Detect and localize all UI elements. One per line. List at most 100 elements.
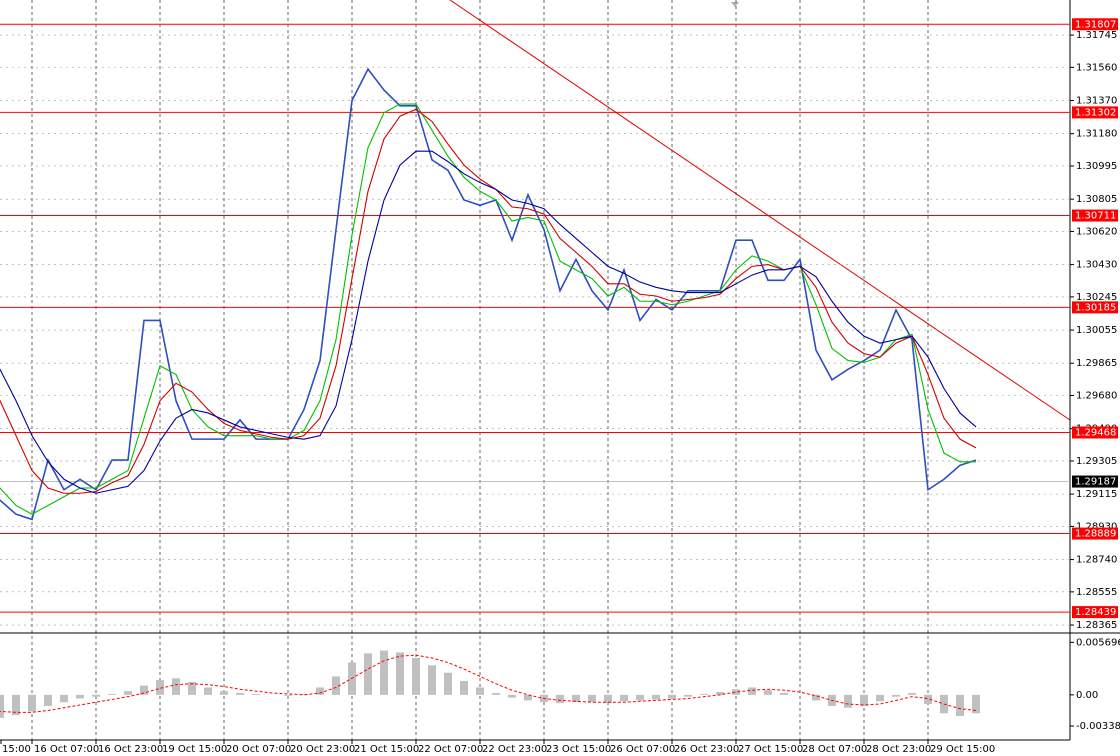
histogram-bar bbox=[332, 676, 340, 695]
level-label: 1.31807 bbox=[1075, 19, 1116, 30]
histogram-bar bbox=[748, 687, 756, 695]
y-tick-label: 1.31180 bbox=[1076, 129, 1117, 140]
moving-average-line bbox=[0, 150, 977, 494]
y-tick-label: 1.30430 bbox=[1076, 260, 1117, 271]
histogram-bar bbox=[204, 687, 212, 695]
histogram-bar bbox=[780, 692, 788, 695]
histogram-bar bbox=[860, 694, 868, 706]
histogram-bar bbox=[172, 678, 180, 695]
x-tick-label: 19 Oct 15:00 bbox=[162, 744, 227, 755]
histogram-bar bbox=[28, 694, 36, 712]
last-price-box bbox=[1072, 475, 1118, 488]
histogram-bar bbox=[300, 693, 308, 695]
y-tick-label: 1.28930 bbox=[1076, 521, 1117, 532]
histogram-bar bbox=[108, 693, 116, 695]
histogram-bar bbox=[700, 693, 708, 695]
last-price-label: 1.29187 bbox=[1075, 477, 1116, 488]
shift-marker bbox=[731, 2, 739, 7]
level-label: 1.30711 bbox=[1075, 211, 1116, 222]
x-tick-label: 27 Oct 15:00 bbox=[738, 744, 803, 755]
y-tick-label: 1.30805 bbox=[1076, 194, 1117, 205]
histogram-bar bbox=[364, 653, 372, 695]
level-label: 1.29468 bbox=[1075, 428, 1116, 439]
histogram-bar bbox=[476, 687, 484, 695]
indicator-area bbox=[0, 650, 980, 718]
histogram-bar bbox=[668, 694, 676, 699]
level-label-box bbox=[1072, 18, 1118, 31]
y-tick-label: 1.30995 bbox=[1076, 161, 1117, 172]
y-tick-label: 1.30620 bbox=[1076, 226, 1117, 237]
x-tick-label: 28 Oct 23:00 bbox=[866, 744, 931, 755]
moving-average-line bbox=[0, 103, 976, 515]
price-line bbox=[0, 67, 977, 521]
histogram-bar bbox=[636, 694, 644, 701]
histogram-bar bbox=[76, 694, 84, 699]
x-tick-label: 20 Oct 23:00 bbox=[290, 744, 355, 755]
x-tick-label: 16 Oct 07:00 bbox=[34, 744, 99, 755]
x-tick-label: 29 Oct 15:00 bbox=[930, 744, 995, 755]
histogram-bar bbox=[892, 694, 900, 697]
x-tick-label: 23 Oct 15:00 bbox=[546, 744, 611, 755]
histogram-bar bbox=[284, 694, 292, 696]
histogram-bar bbox=[716, 692, 724, 695]
histogram-bar bbox=[972, 694, 980, 714]
histogram-bar bbox=[556, 694, 564, 704]
histogram-bar bbox=[924, 694, 932, 705]
histogram-bar bbox=[44, 694, 52, 706]
level-label-box bbox=[1072, 606, 1118, 619]
y-tick-label: 1.29680 bbox=[1076, 391, 1117, 402]
histogram-bar bbox=[572, 694, 580, 703]
x-tick-label: 28 Oct 07:00 bbox=[802, 744, 867, 755]
histogram-bar bbox=[604, 694, 612, 704]
histogram-bar bbox=[732, 689, 740, 695]
x-tick-label: 16 Oct 23:00 bbox=[98, 744, 163, 755]
histogram-bar bbox=[524, 694, 532, 701]
trend-line bbox=[449, 0, 1071, 421]
histogram-bar bbox=[652, 694, 660, 700]
x-tick-label: 26 Oct 07:00 bbox=[610, 744, 675, 755]
y-tick-label: 1.31370 bbox=[1076, 96, 1117, 107]
histogram-bar bbox=[220, 691, 228, 695]
x-tick-label: 15:00 bbox=[2, 744, 31, 755]
x-tick-label: 22 Oct 07:00 bbox=[418, 744, 483, 755]
y-tick-label: 1.31745 bbox=[1076, 30, 1117, 41]
moving-average-line bbox=[0, 108, 977, 494]
histogram-bar bbox=[460, 681, 468, 695]
histogram-bar bbox=[428, 665, 436, 695]
histogram-bar bbox=[876, 694, 884, 702]
level-label-box bbox=[1072, 426, 1118, 439]
x-tick-label: 20 Oct 07:00 bbox=[226, 744, 291, 755]
histogram-bar bbox=[12, 694, 20, 716]
y-tick-label: -0.00338 bbox=[1076, 721, 1120, 732]
histogram-bar bbox=[140, 685, 148, 695]
histogram-bar bbox=[444, 672, 452, 695]
level-label: 1.31302 bbox=[1075, 107, 1116, 118]
y-tick-label: 1.30245 bbox=[1076, 292, 1117, 303]
histogram-bar bbox=[252, 693, 260, 695]
y-tick-label: 1.29865 bbox=[1076, 358, 1117, 369]
histogram-bar bbox=[0, 694, 4, 718]
histogram-bar bbox=[508, 694, 516, 698]
x-tick-label: 21 Oct 15:00 bbox=[354, 744, 419, 755]
histogram-bar bbox=[844, 694, 852, 708]
signal-line bbox=[0, 654, 977, 713]
plot-area bbox=[0, 23, 1070, 613]
y-tick-label: 0.005696 bbox=[1076, 637, 1120, 648]
histogram-bar bbox=[396, 652, 404, 695]
y-tick-label: 1.29115 bbox=[1076, 489, 1117, 500]
histogram-bar bbox=[188, 681, 196, 695]
level-label-box bbox=[1072, 106, 1118, 119]
histogram-bar bbox=[236, 692, 244, 695]
histogram-bar bbox=[908, 692, 916, 695]
level-label: 1.28439 bbox=[1075, 607, 1116, 618]
histogram-bar bbox=[588, 694, 596, 703]
histogram-bar bbox=[380, 650, 388, 695]
x-tick-label: 26 Oct 23:00 bbox=[674, 744, 739, 755]
level-label: 1.28889 bbox=[1075, 529, 1116, 540]
y-tick-label: 1.28365 bbox=[1076, 620, 1117, 631]
y-tick-label: 1.30055 bbox=[1076, 325, 1117, 336]
y-tick-label: 0.00 bbox=[1076, 690, 1098, 701]
histogram-bar bbox=[316, 687, 324, 695]
